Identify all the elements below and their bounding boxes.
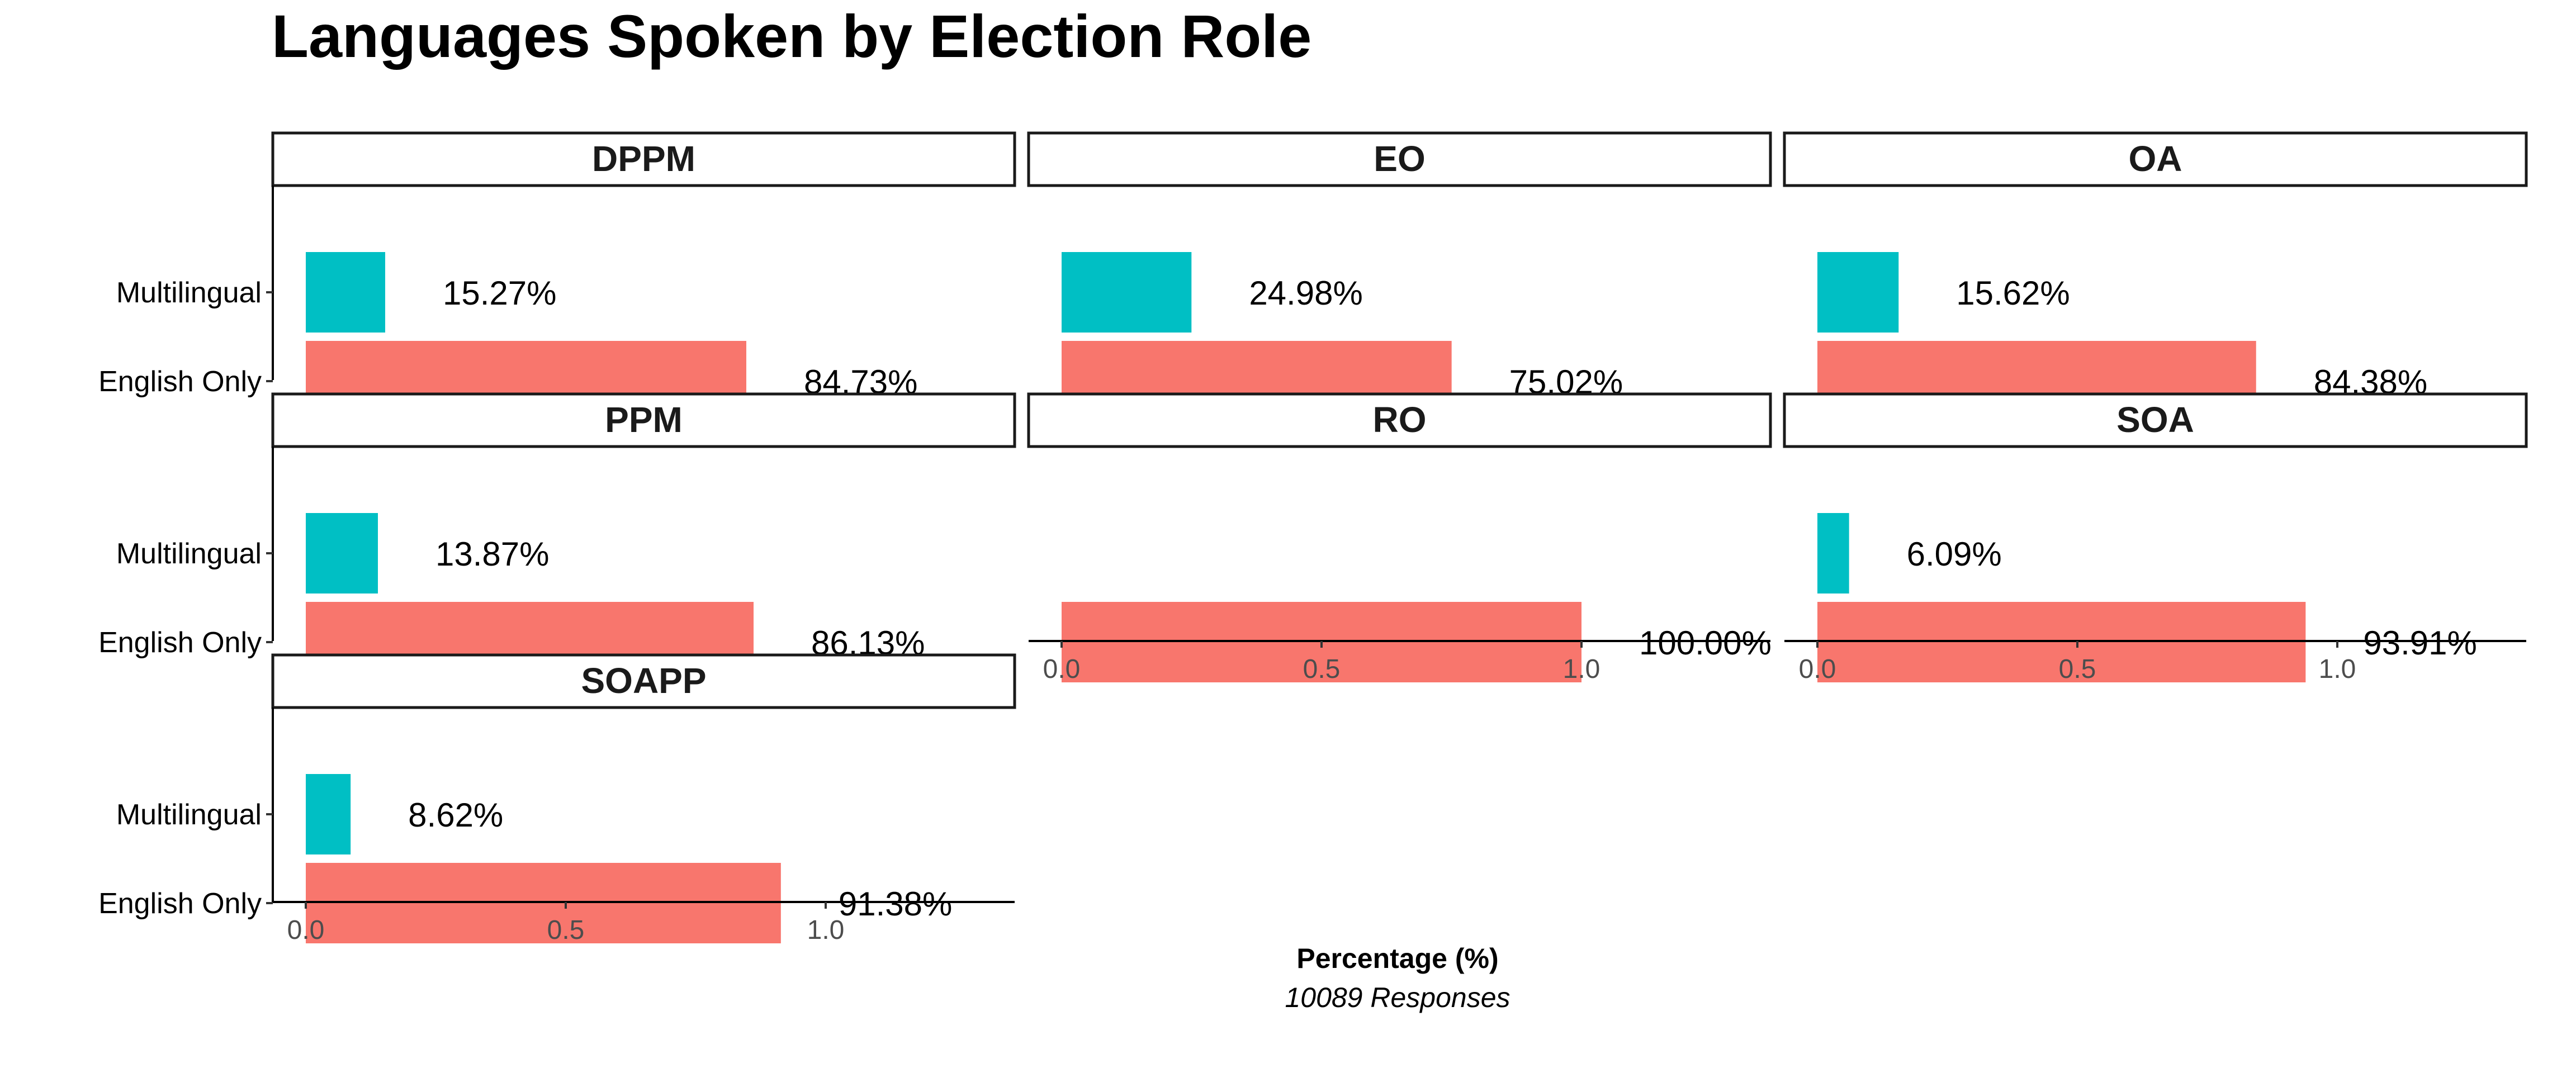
x-tick-label: 0.5 xyxy=(2059,654,2096,684)
chart-title: Languages Spoken by Election Role xyxy=(272,2,1311,70)
bar-multilingual xyxy=(306,774,351,854)
facet-strip xyxy=(1783,131,2528,187)
facet-strip-label: RO xyxy=(1373,400,1427,440)
x-axis-label: Percentage (%) xyxy=(1296,943,1498,974)
data-label: 100.00% xyxy=(1639,624,1772,662)
data-label: 15.27% xyxy=(443,274,557,312)
facet-panel-soa: SOA 6.09% 93.91% 0.0 0.5 1.0 xyxy=(1783,392,2528,684)
facet-strip-label: DPPM xyxy=(592,139,695,179)
bar-multilingual xyxy=(1062,252,1192,333)
facet-strip xyxy=(271,131,1016,187)
data-label: 6.09% xyxy=(1907,535,2002,573)
facet-strip xyxy=(1027,131,1772,187)
x-tick-label: 0.0 xyxy=(1043,654,1081,684)
data-label: 91.38% xyxy=(839,885,953,923)
x-tick-label: 1.0 xyxy=(1563,654,1600,684)
facet-strip xyxy=(1783,392,2528,448)
facet-strip xyxy=(271,392,1016,448)
facet-panel-ro: RO 100.00% 0.0 0.5 1.0 xyxy=(1027,392,1772,684)
facet-strip-label: EO xyxy=(1374,139,1425,179)
y-tick-label: English Only xyxy=(98,626,262,659)
bar-multilingual xyxy=(306,252,386,333)
facet-strip-label: PPM xyxy=(605,400,683,440)
facet-strip-label: SOA xyxy=(2116,400,2194,440)
y-tick-label: Multilingual xyxy=(116,277,262,309)
x-tick-label: 0.0 xyxy=(1799,654,1836,684)
data-label: 8.62% xyxy=(408,796,503,834)
y-tick-label: English Only xyxy=(98,887,262,920)
bar-multilingual xyxy=(306,513,378,594)
data-label: 93.91% xyxy=(2363,624,2477,662)
caption: 10089 Responses xyxy=(1285,982,1510,1013)
x-tick-label: 0.0 xyxy=(287,915,325,945)
data-label: 13.87% xyxy=(435,535,550,573)
y-tick-label: Multilingual xyxy=(116,799,262,831)
y-tick-label: Multilingual xyxy=(116,538,262,570)
x-tick-label: 0.5 xyxy=(547,915,585,945)
x-tick-label: 0.5 xyxy=(1303,654,1341,684)
facet-strip-label: SOAPP xyxy=(581,661,706,701)
x-tick-label: 1.0 xyxy=(807,915,845,945)
y-tick-label: English Only xyxy=(98,365,262,398)
facet-strip xyxy=(1027,392,1772,448)
x-tick-label: 1.0 xyxy=(2319,654,2356,684)
facet-strip xyxy=(271,653,1016,709)
data-label: 24.98% xyxy=(1249,274,1363,312)
facet-strip-label: OA xyxy=(2129,139,2182,179)
facet-panel-soapp: SOAPP 8.62% 91.38% Multilingual English Only… xyxy=(98,653,1016,945)
bar-multilingual xyxy=(1817,513,1849,594)
data-label: 15.62% xyxy=(1956,274,2070,312)
bar-multilingual xyxy=(1817,252,1899,333)
